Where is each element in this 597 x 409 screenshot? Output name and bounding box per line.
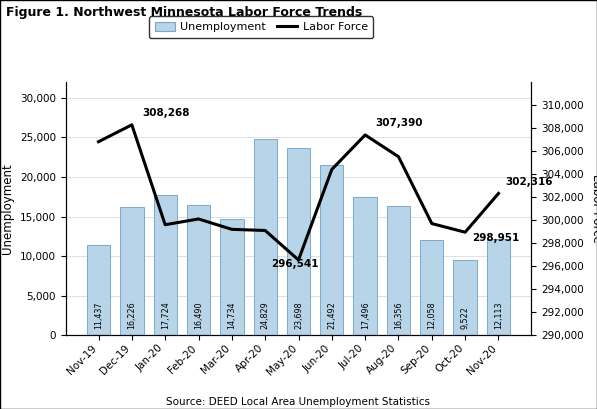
Text: 302,316: 302,316	[505, 177, 553, 187]
Bar	[487, 239, 510, 335]
Text: 23,698: 23,698	[294, 301, 303, 329]
Bar	[153, 195, 177, 335]
Text: 12,058: 12,058	[427, 301, 436, 329]
Bar	[87, 245, 110, 335]
Bar	[287, 148, 310, 335]
Y-axis label: Unemployment: Unemployment	[1, 163, 14, 254]
Text: 298,951: 298,951	[472, 233, 519, 243]
Bar	[454, 260, 477, 335]
Y-axis label: Labor Force: Labor Force	[590, 174, 597, 243]
Text: 21,492: 21,492	[327, 301, 336, 329]
Text: 17,724: 17,724	[161, 301, 170, 329]
Text: 12,113: 12,113	[494, 301, 503, 329]
Bar	[353, 197, 377, 335]
Text: 16,356: 16,356	[394, 301, 403, 329]
Text: 16,226: 16,226	[127, 301, 136, 329]
Bar	[387, 206, 410, 335]
Bar	[220, 219, 244, 335]
Bar	[187, 205, 210, 335]
Text: 14,734: 14,734	[227, 301, 236, 329]
Bar	[320, 165, 343, 335]
Text: Figure 1. Northwest Minnesota Labor Force Trends: Figure 1. Northwest Minnesota Labor Forc…	[6, 6, 362, 19]
Bar	[420, 240, 444, 335]
Bar	[254, 139, 277, 335]
Text: 308,268: 308,268	[142, 108, 189, 118]
Text: Source: DEED Local Area Unemployment Statistics: Source: DEED Local Area Unemployment Sta…	[167, 397, 430, 407]
Text: 16,490: 16,490	[194, 301, 203, 329]
Text: 11,437: 11,437	[94, 301, 103, 329]
Bar	[120, 207, 143, 335]
Text: 296,541: 296,541	[272, 259, 319, 269]
Text: 24,829: 24,829	[261, 301, 270, 329]
Text: 307,390: 307,390	[375, 118, 423, 128]
Text: 17,496: 17,496	[361, 301, 370, 329]
Text: 9,522: 9,522	[461, 306, 470, 329]
Legend: Unemployment, Labor Force: Unemployment, Labor Force	[149, 16, 373, 38]
